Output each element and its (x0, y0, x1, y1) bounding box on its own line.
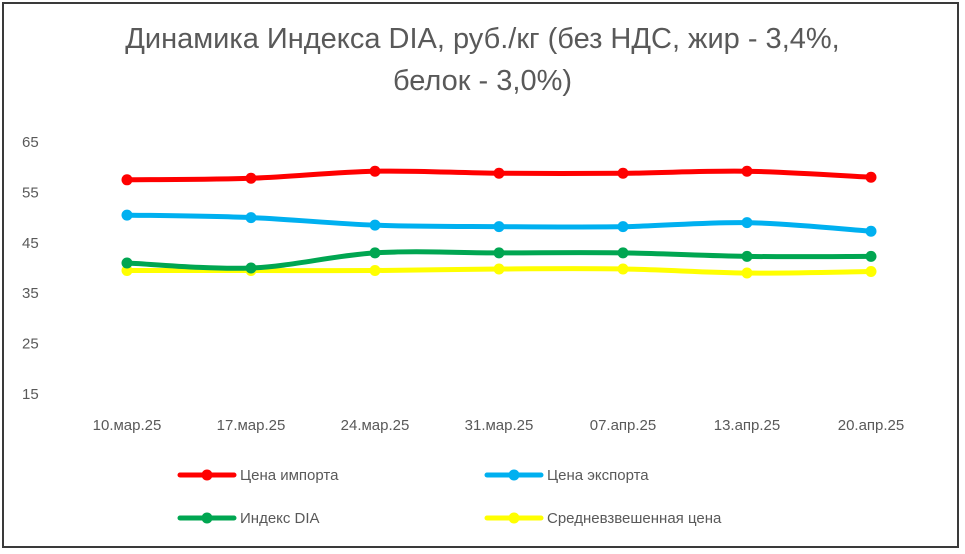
legend-swatch-marker (201, 512, 213, 524)
x-tick-label: 24.мар.25 (341, 417, 410, 434)
legend-item: Средневзвешенная цена (484, 510, 722, 527)
series-3 (121, 247, 877, 274)
data-point (493, 167, 505, 179)
legend-label: Средневзвешенная цена (547, 510, 722, 527)
y-axis: 65 55 45 35 25 15 (22, 134, 39, 403)
x-tick-label: 17.мар.25 (217, 417, 286, 434)
data-point (741, 250, 753, 262)
data-point (617, 247, 629, 259)
plot-area (121, 165, 877, 279)
y-tick-label: 15 (22, 386, 39, 403)
data-point (865, 171, 877, 183)
data-point (617, 167, 629, 179)
data-point (741, 165, 753, 177)
data-point (741, 217, 753, 229)
legend-swatch-marker (201, 469, 213, 481)
data-point (865, 266, 877, 278)
x-axis: 10.мар.25 17.мар.25 24.мар.25 31.мар.25 07.а… (93, 417, 905, 434)
x-tick-label: 07.апр.25 (590, 417, 657, 434)
data-point (617, 221, 629, 233)
x-tick-label: 31.мар.25 (465, 417, 534, 434)
legend-item: Цена импорта (177, 467, 339, 484)
legend-label: Индекс DIA (240, 510, 320, 527)
data-point (121, 257, 133, 269)
legend-swatch-marker (508, 469, 520, 481)
series-2 (121, 209, 877, 237)
data-point (121, 265, 133, 277)
data-point (121, 209, 133, 221)
data-point (617, 263, 629, 275)
data-point (245, 212, 257, 224)
x-tick-label: 20.апр.25 (838, 417, 905, 434)
chart-title: Динамика Индекса DIA, руб./кг (без НДС, … (125, 23, 840, 97)
data-point (493, 221, 505, 233)
legend-item: Цена экспорта (484, 467, 649, 484)
data-point (493, 247, 505, 259)
legend: Цена импорта Цена экспорта Индекс DIA Средн… (177, 467, 722, 527)
y-tick-label: 55 (22, 184, 39, 201)
legend-label: Цена импорта (240, 467, 339, 484)
x-tick-label: 10.мар.25 (93, 417, 162, 434)
data-point (865, 225, 877, 237)
data-point (369, 265, 381, 277)
data-point (741, 267, 753, 279)
data-point (369, 219, 381, 231)
data-point (369, 247, 381, 259)
data-point (121, 174, 133, 186)
y-tick-label: 25 (22, 336, 39, 353)
data-point (245, 262, 257, 274)
legend-item: Индекс DIA (177, 510, 320, 527)
legend-label: Цена экспорта (547, 467, 649, 484)
data-point (493, 263, 505, 275)
y-tick-label: 35 (22, 285, 39, 302)
y-tick-label: 45 (22, 235, 39, 252)
data-point (369, 165, 381, 177)
x-tick-label: 13.апр.25 (714, 417, 781, 434)
data-point (245, 172, 257, 184)
y-tick-label: 65 (22, 134, 39, 151)
series-1 (121, 165, 877, 186)
legend-swatch-marker (508, 512, 520, 524)
data-point (865, 250, 877, 262)
